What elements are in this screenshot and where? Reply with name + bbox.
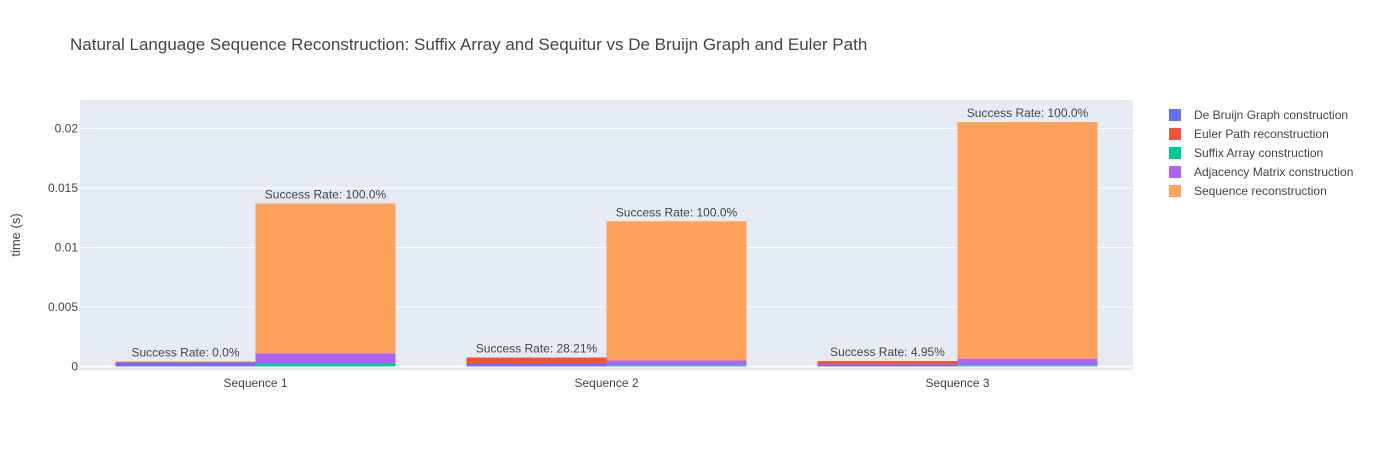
bar-segment (606, 360, 747, 366)
x-tick-label: Sequence 3 (925, 376, 989, 390)
bar-segment (606, 221, 747, 361)
y-tick-label: 0.005 (48, 300, 78, 314)
y-tick-label: 0.02 (55, 122, 79, 136)
data-labels-layer: Success Rate: 0.0% Success Rate: 100.0% Su… (131, 106, 1088, 360)
bar-segment (115, 361, 256, 363)
y-axis-title: time (s) (8, 213, 23, 256)
bar-segment (255, 203, 396, 354)
bar-segment (957, 365, 1098, 367)
x-tick-label: Sequence 2 (574, 376, 638, 390)
y-axis: 0 0.005 0.01 0.015 0.02 (48, 122, 78, 374)
bar-segment (255, 363, 396, 367)
x-tick-label: Sequence 1 (223, 376, 287, 390)
x-axis: Sequence 1 Sequence 2 Sequence 3 (223, 376, 989, 390)
legend-item-label: Suffix Array construction (1194, 146, 1323, 160)
success-rate-label: Success Rate: 28.21% (476, 342, 598, 356)
legend-swatch (1169, 147, 1181, 159)
success-rate-label: Success Rate: 0.0% (131, 346, 239, 360)
bar-segment (466, 357, 607, 365)
success-rate-label: Success Rate: 100.0% (265, 187, 387, 201)
y-tick-label: 0.01 (55, 240, 79, 254)
legend-swatch (1169, 185, 1181, 197)
chart-title: Natural Language Sequence Reconstruction… (70, 35, 867, 54)
legend-item-label: Adjacency Matrix construction (1194, 165, 1353, 179)
success-rate-label: Success Rate: 100.0% (967, 106, 1089, 120)
success-rate-label: Success Rate: 100.0% (616, 205, 738, 219)
legend: De Bruijn Graph construction Euler Path r… (1169, 108, 1353, 198)
bar-segment (957, 122, 1098, 359)
legend-swatch (1169, 128, 1181, 140)
bar-segment (606, 365, 747, 367)
y-tick-label: 0 (71, 359, 78, 373)
bar-segment (817, 364, 958, 367)
bar-segment (817, 361, 958, 365)
legend-swatch (1169, 109, 1181, 121)
bar-segment (466, 364, 607, 367)
bar-segment (255, 353, 396, 364)
legend-item-label: De Bruijn Graph construction (1194, 108, 1348, 122)
bars-layer (115, 122, 1098, 367)
legend-swatch (1169, 166, 1181, 178)
success-rate-label: Success Rate: 4.95% (830, 345, 945, 359)
legend-item-label: Sequence reconstruction (1194, 184, 1327, 198)
y-tick-label: 0.015 (48, 181, 78, 195)
bar-segment (115, 362, 256, 367)
legend-item-label: Euler Path reconstruction (1194, 127, 1329, 141)
bar-segment (957, 358, 1098, 366)
